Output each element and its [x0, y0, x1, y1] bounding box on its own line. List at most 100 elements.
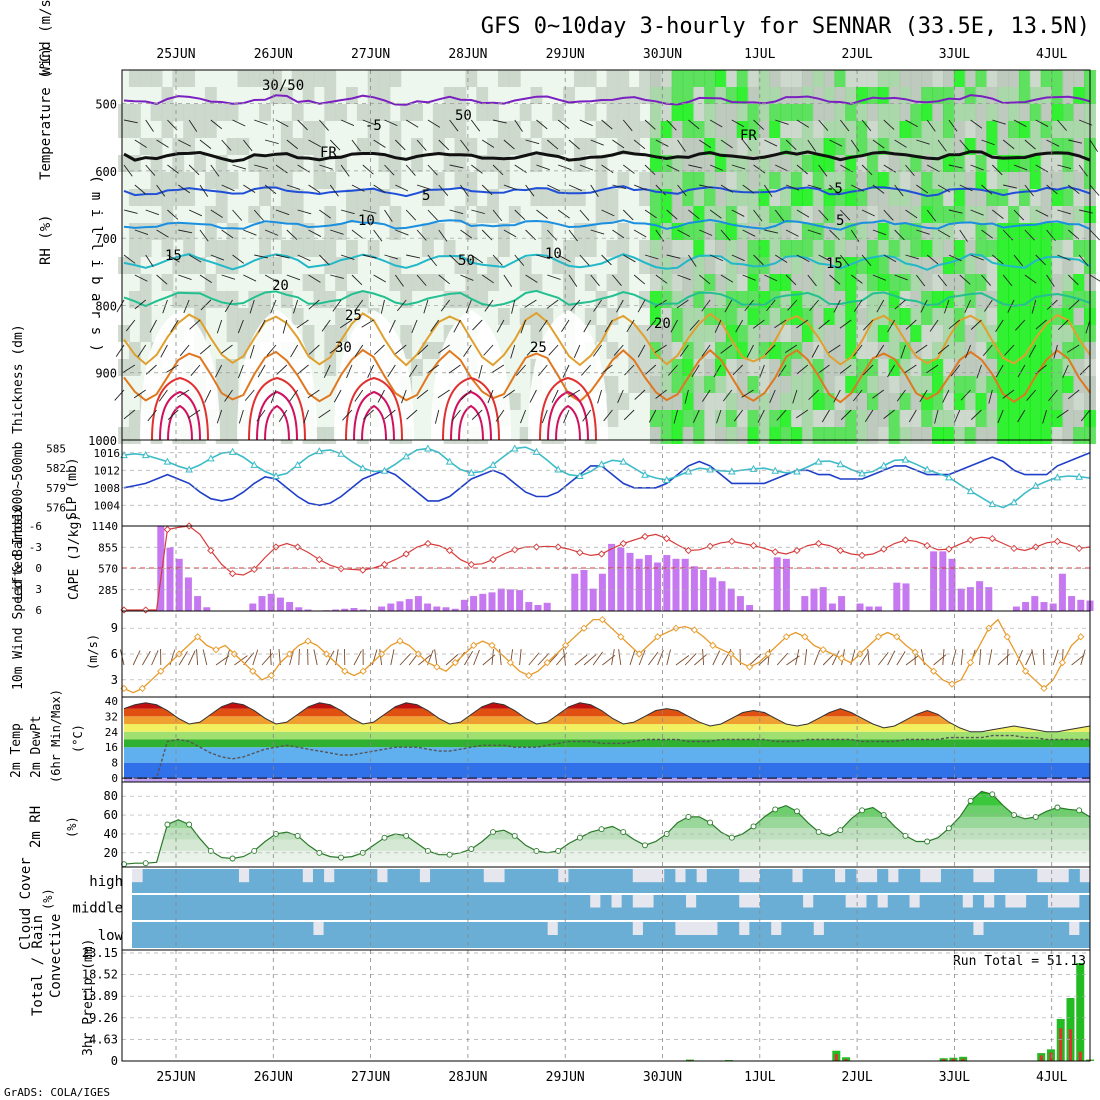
rh-shade-cell	[1008, 410, 1020, 427]
rh-shade-cell	[1073, 104, 1086, 121]
warm-bulge-area	[237, 310, 317, 440]
cape-bar	[948, 558, 956, 611]
wind-barb	[637, 299, 646, 313]
rh-shade-cell	[617, 240, 630, 257]
isotherm-label: -5	[365, 118, 382, 134]
wind-barb	[709, 164, 724, 171]
rh-shade-cell	[736, 206, 749, 223]
rh-shade-cell	[660, 410, 673, 427]
rh-shade-cell	[866, 342, 879, 359]
cloud-bar	[685, 935, 697, 948]
wind-barb	[333, 389, 342, 403]
rh-shade-cell	[1029, 104, 1042, 121]
rh-shade-cell	[693, 308, 706, 325]
millibars-label: ( m i l l i b a r s )	[88, 175, 104, 352]
rh-shade-cell	[812, 104, 825, 121]
thickness-line-marker	[901, 455, 910, 463]
cloud-bar	[525, 895, 537, 920]
rh-shade-cell	[617, 138, 630, 155]
rh-shade-cell	[769, 138, 782, 155]
rh-shade-cell	[606, 87, 619, 104]
wind-barb	[622, 119, 633, 132]
cloud-bar	[483, 922, 495, 948]
cloud-bar	[845, 869, 857, 893]
cape-bar	[644, 555, 652, 611]
wind-barb	[537, 364, 548, 377]
wind-barb	[787, 299, 798, 311]
wind10m-barb	[289, 649, 295, 666]
wind-barb	[224, 299, 233, 313]
rh-shade-cell	[682, 410, 695, 427]
wind-barb	[612, 139, 625, 149]
wind10m-barb	[215, 655, 230, 666]
precip-convective-bar	[942, 1059, 946, 1061]
wind-barb	[514, 119, 523, 132]
wind-barb	[970, 119, 983, 129]
wind-barb	[471, 409, 483, 421]
wind-barb	[840, 209, 851, 221]
cloud-bar	[1036, 895, 1048, 920]
rh-shade-cell	[497, 172, 510, 189]
rh-shade-cell	[649, 87, 662, 104]
rh-shade-cell	[953, 410, 966, 427]
rh-shade-cell	[183, 291, 196, 308]
rh-shade-cell	[747, 223, 760, 240]
rh-shade-cell	[899, 359, 912, 376]
rh-shade-cell	[194, 104, 206, 121]
rh-shade-cell	[1073, 393, 1086, 410]
cloud-bar	[291, 895, 303, 920]
wind-barb	[318, 409, 331, 419]
wind-ylabel: 10m Wind Speed & Barbs (m/s)	[11, 518, 100, 690]
cloud-bar	[728, 922, 740, 948]
rh-shade-cell	[356, 104, 369, 121]
precip-tick-9.26: 9.26	[89, 1011, 118, 1025]
wind-barb	[183, 299, 190, 314]
warm-bulge-area	[334, 310, 414, 440]
wind-barb	[492, 164, 504, 176]
wind-barb	[948, 254, 962, 262]
wind-barb	[818, 319, 830, 330]
wind-barb	[1057, 209, 1071, 215]
wind-barb	[270, 389, 277, 404]
rh-shade-cell	[443, 121, 456, 138]
rh-shade-cell	[932, 274, 944, 291]
cloud-bar	[483, 895, 495, 920]
cloud-bar	[291, 922, 303, 948]
rh-shade-cell	[997, 274, 1010, 291]
rh-shade-cell	[118, 121, 130, 138]
rh-shade-cell	[704, 393, 717, 410]
wind-barb	[133, 389, 146, 399]
rh-shade-cell	[1040, 155, 1053, 172]
wind-barb	[351, 274, 363, 286]
rh-shade-cell	[606, 206, 619, 223]
rh-shade-cell	[682, 257, 695, 274]
rh-shade-cell	[899, 274, 912, 291]
thickness-line-marker	[641, 470, 649, 478]
rh-shade-cell	[910, 172, 923, 189]
rh-shade-cell	[541, 138, 554, 155]
wind-barb	[460, 184, 469, 197]
rh2m-marker	[424, 847, 431, 854]
rh-shade-cell	[975, 257, 988, 274]
wind-barb	[701, 344, 711, 357]
wind10m-barb	[795, 649, 800, 666]
lifted-index-marker	[359, 566, 367, 574]
wind-barb	[561, 319, 570, 333]
rh-shade-cell	[530, 87, 543, 104]
rh-shade-cell	[291, 104, 304, 121]
cloud-bar	[696, 935, 708, 948]
wind-barb	[340, 119, 355, 127]
rh-shade-cell	[758, 70, 771, 87]
rh-shade-cell	[595, 206, 608, 223]
wind-barb	[900, 344, 906, 359]
rh-shade-cell	[769, 70, 782, 87]
rh-shade-cell	[411, 138, 423, 155]
rh-shade-cell	[953, 291, 966, 308]
rh-shade-cell	[313, 427, 326, 444]
wind10m-barb	[313, 649, 318, 666]
wind-barb	[623, 409, 635, 421]
rh-shade-cell	[259, 223, 272, 240]
wind-barb	[829, 184, 840, 196]
wind-barb	[937, 139, 947, 152]
rh-shade-cell	[1040, 189, 1053, 206]
